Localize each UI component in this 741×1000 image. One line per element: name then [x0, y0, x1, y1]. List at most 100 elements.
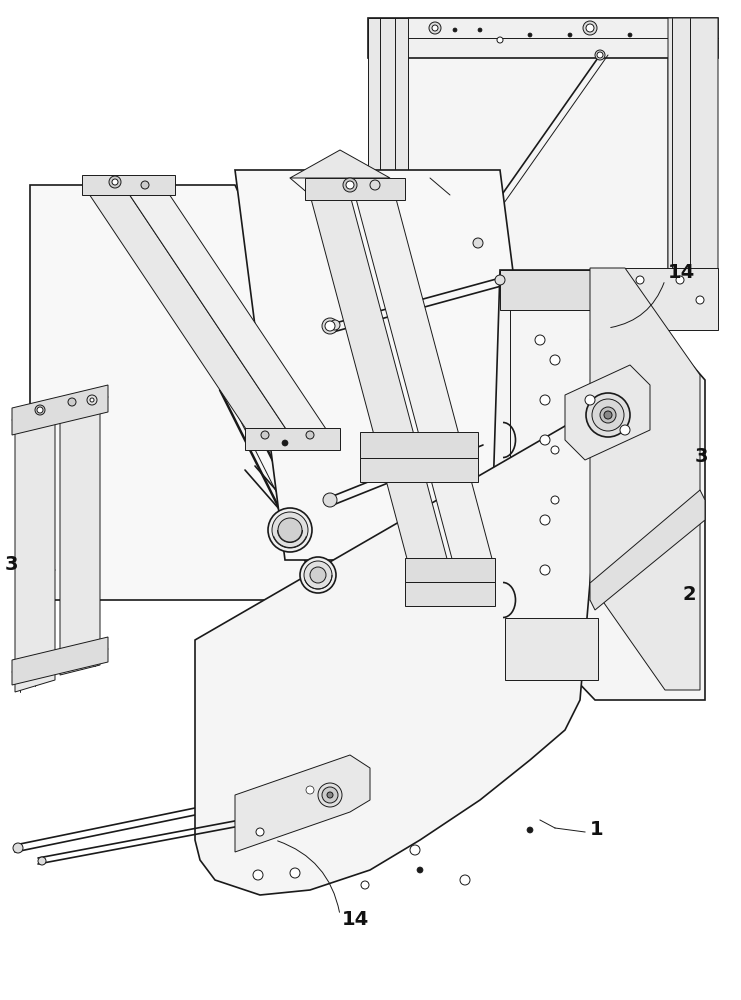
Polygon shape: [360, 458, 478, 482]
Polygon shape: [30, 185, 430, 600]
Text: 3: 3: [5, 555, 19, 574]
Circle shape: [35, 405, 45, 415]
Circle shape: [112, 179, 118, 185]
Circle shape: [141, 181, 149, 189]
Circle shape: [600, 407, 616, 423]
Circle shape: [253, 870, 263, 880]
Polygon shape: [590, 268, 718, 330]
Circle shape: [453, 28, 457, 32]
Polygon shape: [505, 618, 598, 680]
Circle shape: [417, 867, 423, 873]
Polygon shape: [668, 18, 718, 290]
Circle shape: [322, 318, 338, 334]
Circle shape: [551, 446, 559, 454]
Polygon shape: [305, 178, 405, 200]
Circle shape: [527, 827, 533, 833]
Polygon shape: [355, 195, 495, 570]
Circle shape: [540, 435, 550, 445]
Polygon shape: [125, 188, 330, 435]
Circle shape: [540, 515, 550, 525]
Circle shape: [636, 276, 644, 284]
Text: 1: 1: [590, 820, 604, 839]
Circle shape: [676, 276, 684, 284]
Polygon shape: [15, 420, 55, 692]
Polygon shape: [85, 188, 290, 435]
Circle shape: [585, 395, 595, 405]
Circle shape: [268, 508, 312, 552]
Circle shape: [620, 425, 630, 435]
Circle shape: [410, 845, 420, 855]
Circle shape: [460, 875, 470, 885]
Circle shape: [306, 786, 314, 794]
Circle shape: [528, 33, 532, 37]
Circle shape: [370, 180, 380, 190]
Circle shape: [310, 567, 326, 583]
Circle shape: [432, 25, 438, 31]
Circle shape: [595, 50, 605, 60]
Circle shape: [272, 512, 308, 548]
Circle shape: [540, 565, 550, 575]
Polygon shape: [12, 637, 108, 685]
Polygon shape: [360, 432, 478, 458]
Text: 14: 14: [342, 910, 369, 929]
Circle shape: [540, 660, 550, 670]
Circle shape: [323, 493, 337, 507]
Circle shape: [696, 296, 704, 304]
Circle shape: [109, 176, 121, 188]
Circle shape: [261, 431, 269, 439]
Polygon shape: [235, 170, 550, 560]
Circle shape: [550, 355, 560, 365]
Circle shape: [551, 496, 559, 504]
Circle shape: [346, 181, 354, 189]
Polygon shape: [565, 365, 650, 460]
Polygon shape: [368, 18, 718, 58]
Circle shape: [290, 868, 300, 878]
Circle shape: [278, 518, 302, 542]
Circle shape: [346, 764, 358, 776]
Polygon shape: [60, 408, 100, 675]
Polygon shape: [235, 755, 370, 852]
Polygon shape: [368, 18, 408, 300]
Circle shape: [306, 431, 314, 439]
Circle shape: [256, 828, 264, 836]
Circle shape: [586, 24, 594, 32]
Text: 14: 14: [668, 263, 695, 282]
Polygon shape: [12, 385, 108, 435]
Circle shape: [90, 398, 94, 402]
Circle shape: [322, 787, 338, 803]
Circle shape: [478, 28, 482, 32]
Circle shape: [318, 783, 342, 807]
Circle shape: [87, 395, 97, 405]
Circle shape: [628, 33, 632, 37]
Polygon shape: [405, 582, 495, 606]
Circle shape: [300, 557, 336, 593]
Polygon shape: [405, 558, 495, 582]
Circle shape: [304, 561, 332, 589]
Circle shape: [343, 178, 357, 192]
Text: 2: 2: [683, 585, 697, 604]
Circle shape: [282, 440, 288, 446]
Circle shape: [604, 411, 612, 419]
Polygon shape: [500, 270, 610, 310]
Circle shape: [495, 275, 505, 285]
Circle shape: [13, 843, 23, 853]
Circle shape: [583, 21, 597, 35]
Polygon shape: [310, 195, 450, 570]
Circle shape: [592, 399, 624, 431]
Polygon shape: [490, 270, 705, 700]
Circle shape: [473, 238, 483, 248]
Circle shape: [38, 857, 46, 865]
Polygon shape: [290, 150, 390, 178]
Circle shape: [325, 321, 335, 331]
Circle shape: [429, 22, 441, 34]
Polygon shape: [590, 490, 705, 610]
Circle shape: [568, 33, 572, 37]
Circle shape: [37, 407, 43, 413]
Text: 3: 3: [695, 447, 708, 466]
Polygon shape: [82, 175, 175, 195]
Circle shape: [586, 393, 630, 437]
Circle shape: [330, 320, 340, 330]
Polygon shape: [408, 18, 668, 300]
Circle shape: [540, 625, 550, 635]
Circle shape: [361, 881, 369, 889]
